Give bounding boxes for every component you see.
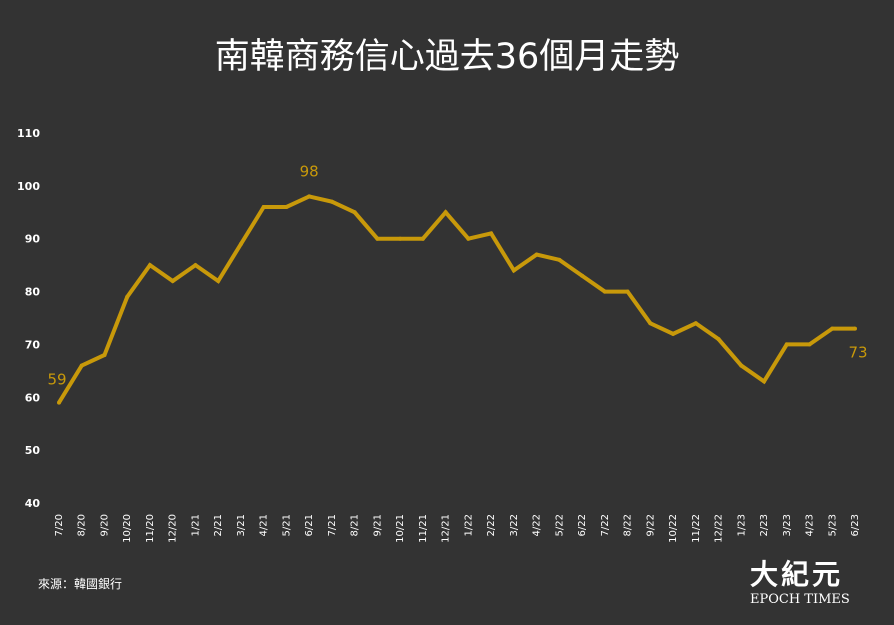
y-tick-label: 100 — [17, 180, 40, 193]
x-tick-label: 11/20 — [145, 514, 156, 543]
series-line — [57, 194, 855, 404]
x-tick-label: 6/21 — [304, 514, 315, 536]
x-tick-label: 4/21 — [259, 514, 270, 536]
data-point — [693, 321, 698, 326]
logo-chinese-text: 大紀元 — [750, 558, 844, 591]
data-point — [170, 279, 175, 283]
data-point — [375, 236, 380, 241]
x-tick-label: 6/22 — [577, 514, 588, 536]
x-tick-label: 1/22 — [463, 514, 474, 536]
x-tick-label: 9/21 — [372, 514, 383, 536]
data-point — [671, 331, 676, 336]
x-tick-label: 3/23 — [782, 514, 793, 536]
data-point — [193, 263, 198, 268]
data-point — [534, 252, 539, 257]
data-point — [580, 273, 585, 278]
data-point — [238, 242, 243, 246]
x-tick-label: 6/23 — [850, 514, 861, 536]
data-point — [125, 294, 130, 299]
data-point — [466, 236, 471, 241]
x-tick-label: 9/20 — [99, 514, 110, 536]
x-tick-label: 7/20 — [54, 514, 65, 536]
data-point — [830, 326, 835, 331]
data-label: 98 — [300, 162, 319, 180]
x-tick-label: 1/21 — [190, 514, 201, 536]
x-tick-label: 3/22 — [509, 514, 520, 536]
data-point — [716, 337, 721, 342]
data-point — [147, 263, 152, 268]
y-tick-label: 80 — [25, 286, 41, 299]
data-point — [79, 363, 84, 368]
x-tick-label: 1/23 — [736, 514, 747, 536]
data-point — [648, 321, 653, 326]
data-point — [261, 205, 266, 209]
data-label: 59 — [47, 371, 66, 389]
data-point — [762, 379, 767, 384]
chart-title: 南韓商務信心過去36個月走勢 — [214, 37, 680, 77]
series-line-group — [57, 194, 857, 405]
data-point — [784, 342, 789, 347]
data-point — [102, 353, 107, 357]
y-tick-label: 110 — [17, 127, 40, 140]
data-point — [807, 342, 812, 347]
x-tick-label: 12/21 — [441, 514, 452, 543]
x-axis-ticks: 7/20 8/20 9/20 10/20 11/20 12/20 1/21 2/21 3/21 4… — [54, 514, 861, 543]
logo-english-text: EPOCH TIMES — [750, 592, 850, 607]
data-point — [57, 400, 61, 405]
x-tick-label: 10/22 — [668, 514, 679, 543]
data-point — [352, 210, 357, 215]
y-tick-label: 70 — [25, 338, 41, 351]
epoch-times-logo: 大紀元 EPOCH TIMES — [750, 560, 860, 608]
x-tick-label: 4/22 — [532, 514, 543, 536]
data-point — [511, 268, 516, 273]
y-tick-label: 60 — [25, 391, 41, 404]
x-tick-label: 2/22 — [486, 514, 497, 536]
x-tick-label: 7/22 — [600, 514, 611, 536]
y-tick-label: 50 — [25, 444, 41, 457]
x-tick-label: 11/21 — [418, 514, 429, 543]
x-tick-label: 12/20 — [168, 514, 179, 543]
data-point — [625, 289, 630, 294]
y-axis-ticks: 40 50 60 70 80 90 100 110 — [17, 127, 40, 510]
x-tick-label: 12/22 — [714, 514, 725, 543]
x-tick-label: 5/23 — [827, 514, 838, 536]
x-tick-label: 4/23 — [805, 514, 816, 536]
x-tick-label: 8/22 — [623, 514, 634, 536]
data-point — [489, 231, 494, 236]
data-point — [443, 210, 448, 215]
data-point — [602, 289, 607, 294]
data-point — [216, 279, 221, 283]
data-point — [329, 199, 334, 204]
data-point — [853, 326, 857, 331]
x-tick-label: 7/21 — [327, 514, 338, 536]
data-point — [307, 194, 312, 199]
x-tick-label: 8/20 — [77, 514, 88, 536]
x-tick-label: 2/23 — [759, 514, 770, 536]
x-tick-label: 2/21 — [213, 514, 224, 536]
data-point — [284, 205, 289, 209]
data-label: 73 — [848, 344, 867, 362]
x-tick-label: 10/21 — [395, 514, 406, 543]
data-callouts: 59 98 73 — [47, 162, 867, 388]
x-tick-label: 10/20 — [122, 514, 133, 543]
source-note: 來源：韓國銀行 — [38, 577, 123, 591]
x-tick-label: 11/22 — [691, 514, 702, 543]
x-tick-label: 8/21 — [350, 514, 361, 536]
y-tick-label: 90 — [25, 233, 41, 246]
x-tick-label: 5/21 — [281, 514, 292, 536]
data-point — [557, 257, 562, 262]
data-point — [420, 236, 425, 241]
data-point — [398, 236, 403, 241]
x-tick-label: 5/22 — [554, 514, 565, 536]
y-tick-label: 40 — [25, 497, 41, 510]
x-tick-label: 3/21 — [236, 514, 247, 536]
x-tick-label: 9/22 — [645, 514, 656, 536]
data-point — [739, 363, 744, 368]
